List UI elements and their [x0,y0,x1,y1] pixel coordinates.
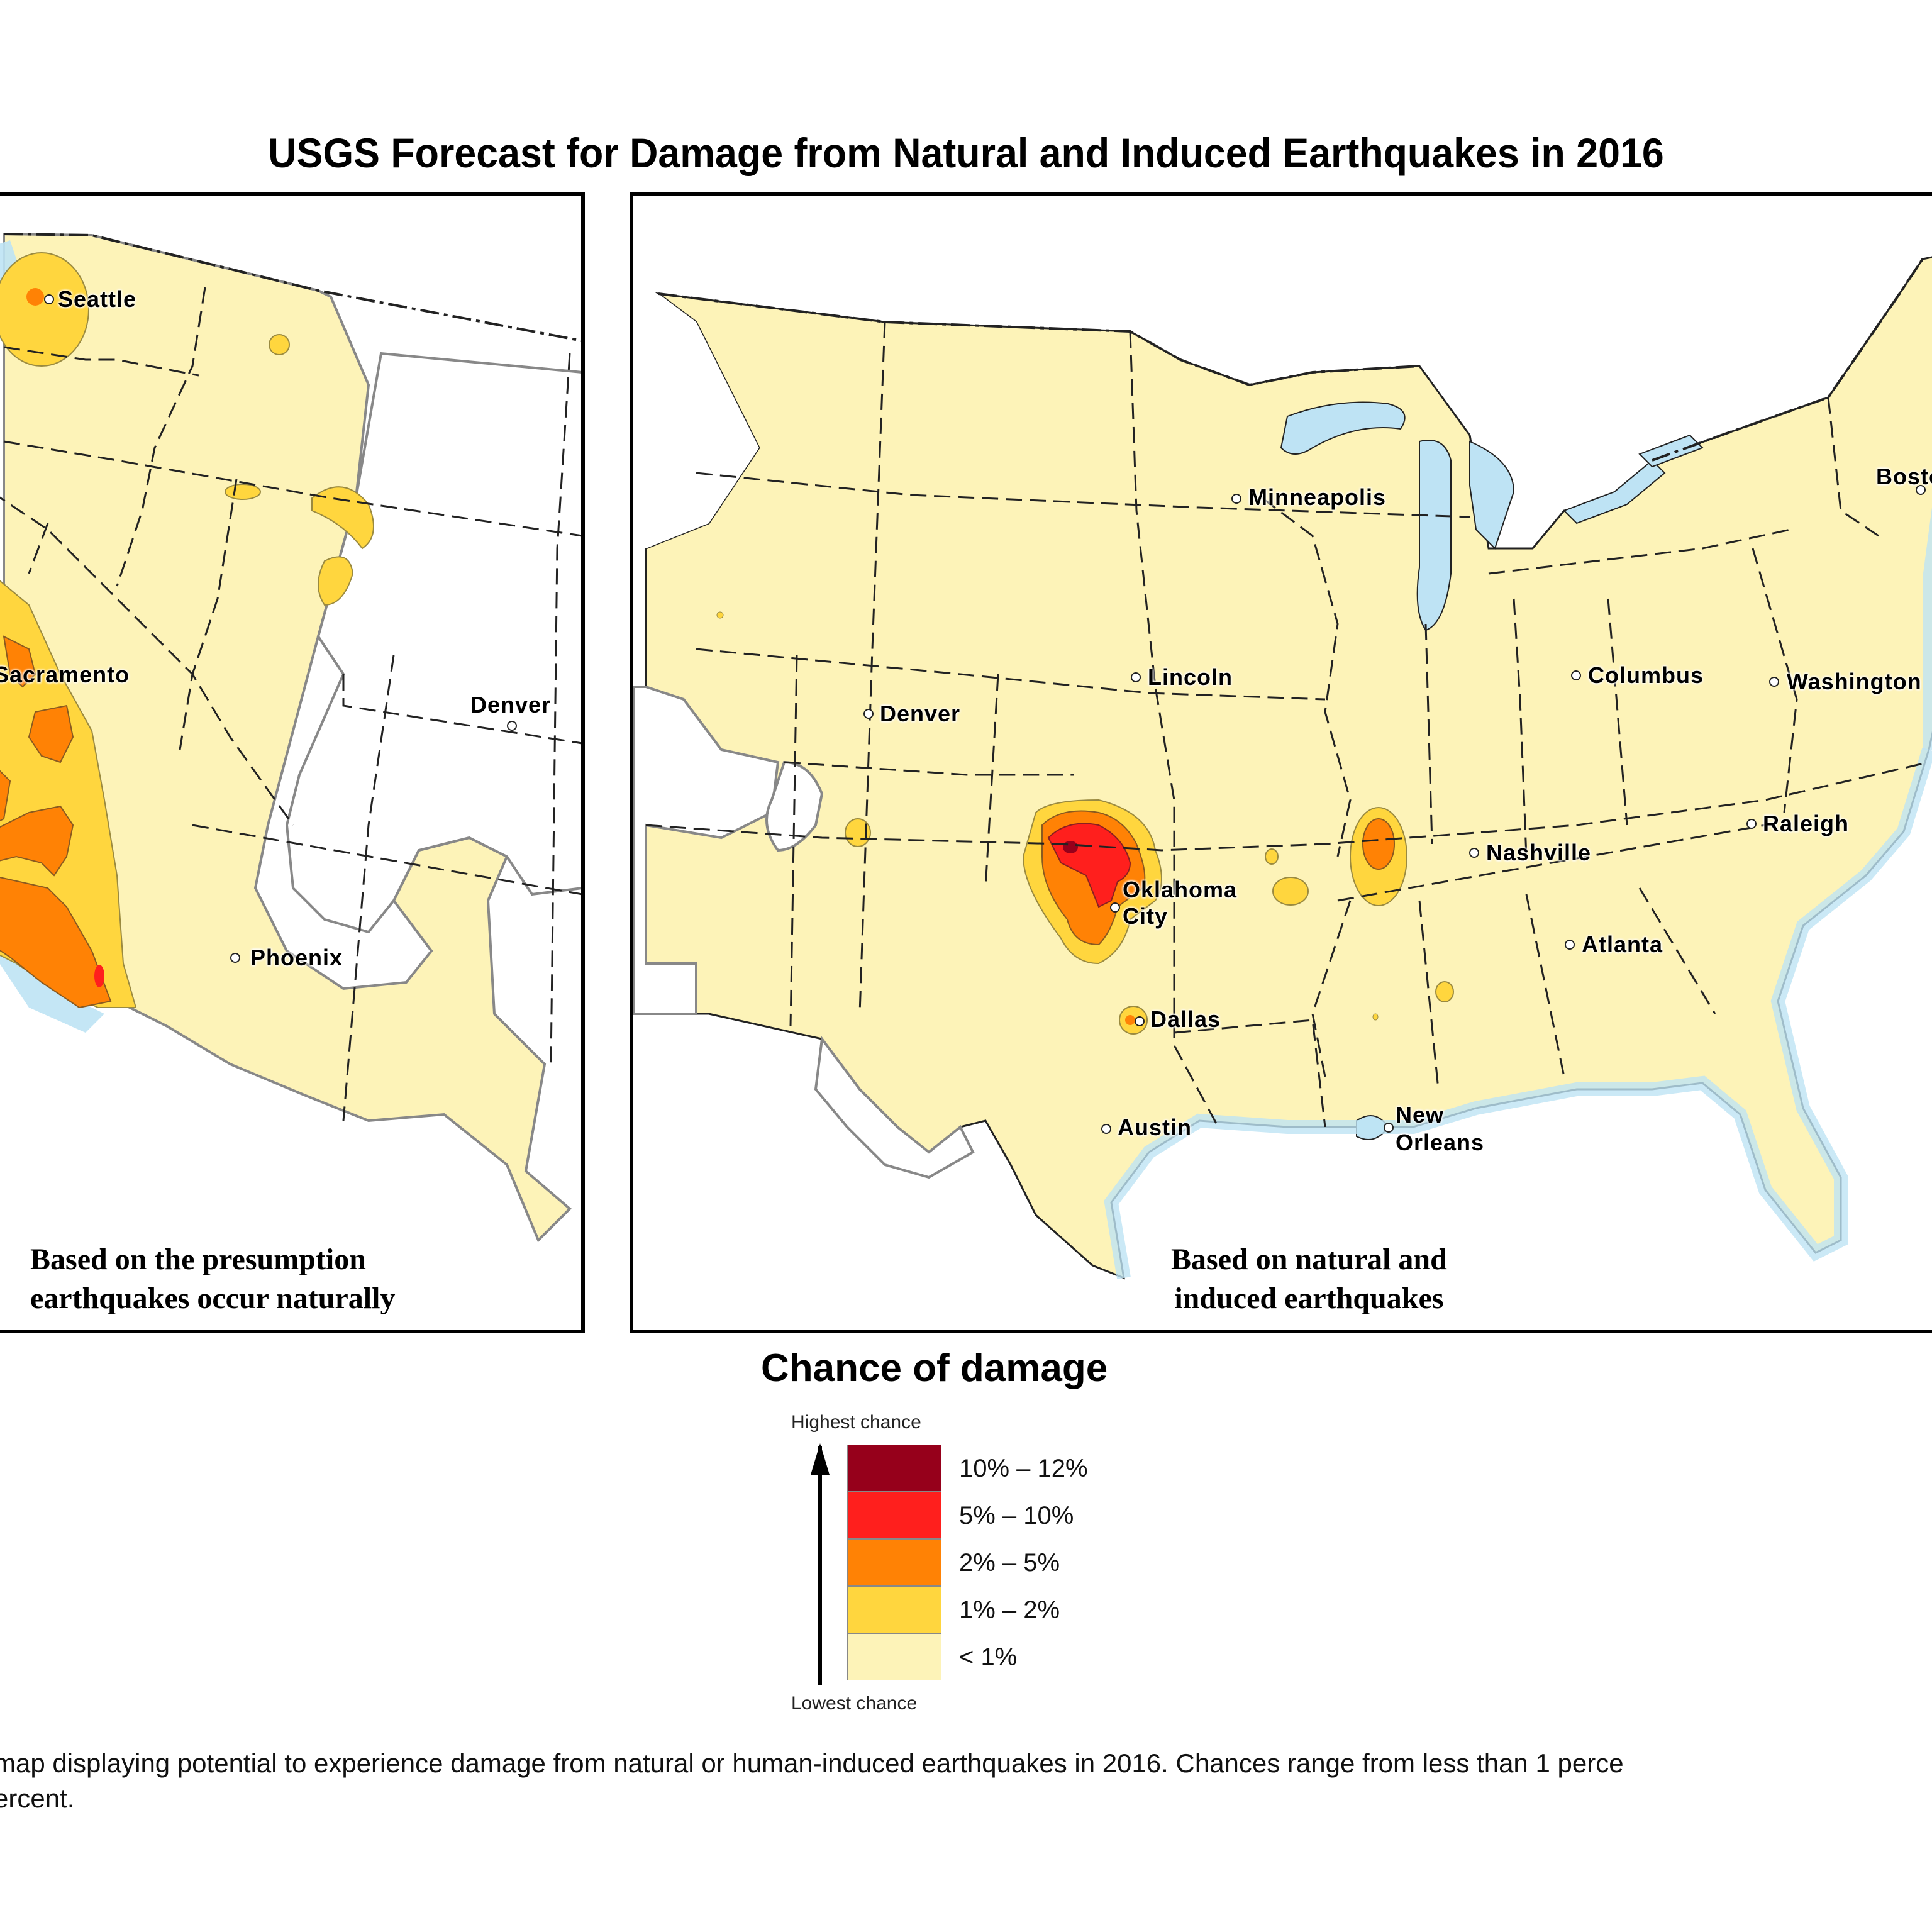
legend-title: Chance of damage [761,1346,1108,1390]
induced-earthquake-map-panel: Minneapolis Lincoln Denver Columbus Wash… [630,192,1932,1333]
legend-label-lt1: < 1% [959,1643,1018,1671]
figure-caption-line1: map displaying potential to experience d… [0,1748,1624,1778]
city-marker-oklahoma-city [1110,902,1120,913]
city-label-lincoln: Lincoln [1148,664,1233,690]
legend-swatch-10-12 [847,1445,941,1492]
city-label-austin: Austin [1118,1114,1192,1140]
city-label-nashville: Nashville [1486,840,1592,865]
conterminous-us-map [633,256,1932,1280]
right-map-caption: Based on natural and induced earthquakes [1171,1243,1447,1315]
city-marker-phoenix [230,953,240,963]
city-label-dallas: Dallas [1150,1006,1221,1032]
legend-label-5-10: 5% – 10% [959,1502,1074,1530]
city-label-orleans: Orleans [1396,1130,1485,1155]
city-marker-minneapolis [1231,494,1241,504]
legend-label-1-2: 1% – 2% [959,1596,1060,1624]
western-us-map [0,231,581,1243]
city-marker-raleigh [1746,819,1757,829]
legend-swatch-1-2 [847,1586,941,1633]
legend-label-10-12: 10% – 12% [959,1455,1088,1482]
city-marker-denver [863,709,874,719]
city-marker-dallas [1135,1016,1145,1026]
city-label-raleigh: Raleigh [1763,811,1850,836]
city-marker-columbus [1571,670,1581,680]
city-label-sacramento: Sacramento [0,662,130,687]
city-label-seattle: Seattle [58,286,137,312]
city-label-denver: Denver [470,692,552,718]
legend-swatch-lt1 [847,1633,941,1680]
city-label-washington: Washington [1787,669,1922,694]
city-marker-washington [1769,677,1779,687]
city-marker-austin [1101,1124,1111,1134]
legend-label-2-5: 2% – 5% [959,1549,1060,1577]
city-marker-atlanta [1565,940,1575,950]
figure-caption-line2: ercent. [0,1784,75,1813]
city-marker-denver [507,721,517,731]
city-label-atlanta: Atlanta [1582,931,1663,957]
city-label-denver: Denver [880,701,961,726]
legend-arrow-shaft [818,1446,822,1685]
legend-highest-label: Highest chance [791,1412,921,1433]
city-label-oklahoma: Oklahoma [1123,877,1238,902]
city-label-minneapolis: Minneapolis [1248,484,1387,510]
city-label-new: New [1396,1102,1445,1128]
natural-earthquake-map-panel: Seattle Sacramento Denver Phoenix Based … [0,192,585,1333]
map-title: USGS Forecast for Damage from Natural an… [268,130,1664,176]
city-label-columbus: Columbus [1588,662,1704,688]
city-marker-new-orleans [1384,1123,1394,1133]
legend-swatch-5-10 [847,1492,941,1539]
city-marker-nashville [1469,848,1479,858]
city-label-city: City [1123,903,1169,929]
city-marker-seattle [44,294,54,304]
left-map-caption: Based on the presumption earthquakes occ… [30,1243,396,1315]
city-marker-boston [1916,485,1926,495]
legend-swatch-2-5 [847,1539,941,1586]
city-label-phoenix: Phoenix [250,945,343,970]
legend-lowest-label: Lowest chance [791,1693,918,1714]
city-marker-lincoln [1131,672,1141,682]
